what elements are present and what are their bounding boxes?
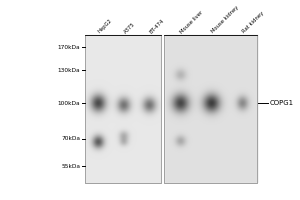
Bar	[164, 35, 257, 183]
Bar	[85, 35, 161, 183]
Text: Mouse liver: Mouse liver	[179, 9, 204, 34]
Text: A375: A375	[123, 21, 136, 34]
Text: 170kDa: 170kDa	[58, 45, 80, 50]
Text: 130kDa: 130kDa	[58, 68, 80, 73]
Text: Rat kidney: Rat kidney	[241, 11, 265, 34]
Text: Mouse kidney: Mouse kidney	[210, 5, 240, 34]
Text: BT-474: BT-474	[148, 18, 165, 34]
Text: 100kDa: 100kDa	[58, 101, 80, 106]
Text: HepG2: HepG2	[97, 18, 113, 34]
Bar	[85, 35, 161, 183]
Text: 55kDa: 55kDa	[61, 164, 80, 169]
Text: 70kDa: 70kDa	[61, 136, 80, 141]
Text: COPG1: COPG1	[270, 100, 294, 106]
Bar	[164, 35, 257, 183]
